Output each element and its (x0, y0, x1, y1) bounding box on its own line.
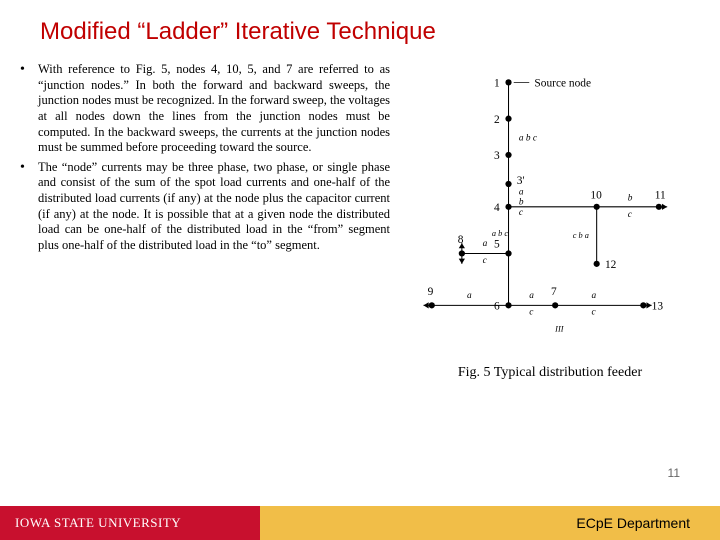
svg-text:10: 10 (590, 190, 602, 202)
svg-text:a b c: a b c (492, 229, 508, 238)
svg-text:6: 6 (494, 300, 500, 312)
svg-text:c: c (483, 256, 488, 266)
svg-text:c b a: c b a (573, 231, 589, 240)
svg-text:c: c (628, 210, 633, 220)
slide: Modified “Ladder” Iterative Technique • … (0, 0, 720, 540)
svg-text:a: a (529, 291, 534, 301)
bullet-marker: • (20, 160, 38, 254)
svg-text:c: c (519, 208, 524, 218)
bullet-text: The “node” currents may be three phase, … (38, 160, 390, 254)
svg-text:9: 9 (428, 286, 434, 298)
svg-text:4: 4 (494, 202, 500, 214)
svg-text:1: 1 (494, 78, 500, 90)
page-number: 11 (668, 466, 680, 480)
svg-text:7: 7 (551, 286, 557, 298)
svg-text:a: a (467, 291, 472, 301)
bullet-item: • With reference to Fig. 5, nodes 4, 10,… (20, 62, 390, 156)
svg-text:3': 3' (517, 175, 525, 187)
svg-text:a: a (483, 239, 488, 249)
svg-text:b: b (628, 194, 633, 204)
svg-text:3: 3 (494, 150, 500, 162)
bullet-marker: • (20, 62, 38, 156)
figure-caption: Fig. 5 Typical distribution feeder (415, 365, 685, 381)
svg-text:c: c (591, 308, 596, 318)
svg-text:a: a (591, 291, 596, 301)
svg-text:8: 8 (458, 234, 464, 246)
bullet-text: With reference to Fig. 5, nodes 4, 10, 5… (38, 62, 390, 156)
svg-text:c: c (529, 308, 534, 318)
svg-text:III: III (554, 324, 565, 333)
bullet-item: • The “node” currents may be three phase… (20, 160, 390, 254)
feeder-diagram: 1233'45678910111213 a b cabca b cbcc b a… (415, 72, 685, 352)
footer: IOWA STATE UNIVERSITY ECpE Department (0, 506, 720, 540)
svg-text:b: b (519, 198, 524, 208)
source-label: Source node (534, 78, 591, 90)
svg-text:a b c: a b c (519, 133, 538, 143)
svg-text:13: 13 (652, 300, 664, 312)
content-area: • With reference to Fig. 5, nodes 4, 10,… (0, 46, 720, 381)
svg-text:2: 2 (494, 114, 500, 126)
svg-text:11: 11 (655, 190, 666, 202)
slide-title: Modified “Ladder” Iterative Technique (0, 0, 720, 46)
footer-department: ECpE Department (260, 506, 720, 540)
svg-text:5: 5 (494, 238, 500, 250)
svg-text:a: a (519, 187, 524, 197)
svg-text:12: 12 (605, 259, 617, 271)
university-name: IOWA STATE UNIVERSITY (15, 515, 181, 531)
text-column: • With reference to Fig. 5, nodes 4, 10,… (20, 62, 390, 381)
figure-column: 1233'45678910111213 a b cabca b cbcc b a… (390, 62, 700, 381)
footer-university: IOWA STATE UNIVERSITY (0, 506, 260, 540)
